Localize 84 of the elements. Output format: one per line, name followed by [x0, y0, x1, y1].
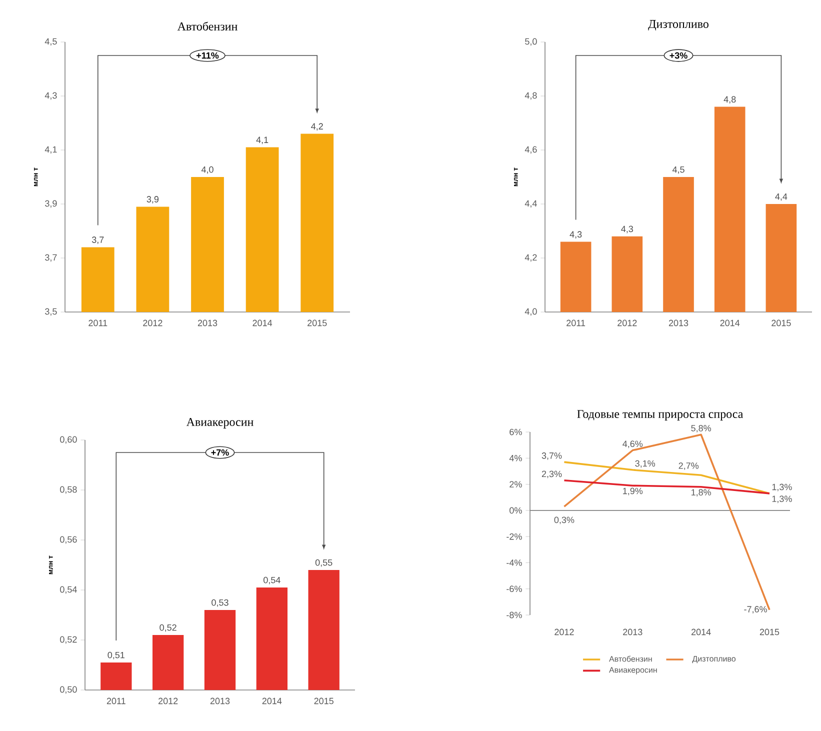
x-tick-label: 2013 — [668, 320, 688, 326]
data-label: 3,1% — [635, 460, 656, 468]
x-tick-label: 2015 — [308, 320, 327, 326]
y-tick-label: 6% — [510, 428, 522, 436]
data-label: 1,3% — [772, 496, 792, 504]
line-series — [563, 461, 770, 494]
x-tick-label: 2015 — [760, 628, 780, 636]
y-tick-label: 4,1 — [44, 146, 57, 154]
data-label: -7,6% — [744, 606, 767, 614]
chart-title: Автобензин — [177, 22, 238, 30]
chart-title: Авиакеросин — [186, 418, 254, 428]
y-tick-label: 4,8 — [524, 92, 537, 100]
data-label: 1,8% — [691, 489, 711, 497]
x-tick-label: 2015 — [772, 320, 791, 326]
y-tick-label: 0,52 — [60, 636, 77, 644]
x-tick-label: 2012 — [554, 628, 574, 636]
y-tick-label: 4,6 — [524, 146, 537, 154]
chart-title: Дизтопливо — [648, 20, 708, 30]
data-label: 1,3% — [772, 484, 792, 492]
y-tick-label: -2% — [506, 533, 522, 540]
x-tick-label: 2015 — [314, 698, 334, 704]
legend-label: Автобензин — [609, 656, 652, 662]
data-label: 3,9 — [146, 196, 159, 204]
data-label: 0,51 — [108, 652, 124, 660]
x-tick-label: 2014 — [252, 320, 272, 326]
y-tick-label: 0,58 — [60, 486, 77, 494]
y-tick-label: -6% — [506, 586, 522, 592]
data-label: 4,2 — [311, 123, 323, 131]
data-label: 4,6% — [622, 440, 643, 448]
y-tick-label: 2% — [510, 481, 522, 488]
x-tick-label: 2014 — [720, 320, 740, 326]
chart-title: Годовые темпы прироста спроса — [577, 410, 744, 420]
y-tick-label: 3,7 — [45, 254, 57, 262]
y-tick-label: 5,0 — [525, 38, 537, 46]
data-label: 0,52 — [160, 624, 176, 632]
data-label: 5,8% — [691, 424, 711, 432]
x-tick-label: 2014 — [692, 628, 711, 636]
data-label: 4,0 — [201, 166, 214, 174]
x-tick-label: 2012 — [618, 320, 637, 326]
x-tick-label: 2012 — [158, 698, 178, 704]
data-label: 1,9% — [623, 488, 643, 496]
x-tick-label: 2012 — [143, 320, 162, 326]
y-tick-label: 4,3 — [44, 92, 57, 100]
annotation: +11% — [196, 52, 219, 59]
annotation: +7% — [211, 449, 229, 456]
x-tick-label: 2013 — [210, 698, 230, 704]
data-label: 0,54 — [264, 576, 280, 584]
data-label: 3,7 — [92, 236, 104, 244]
data-label: 2,3% — [542, 470, 562, 478]
y-tick-label: 4,5 — [44, 38, 57, 46]
annotation: +3% — [670, 52, 688, 59]
data-label: 2,7% — [678, 462, 699, 470]
data-label: 3,7% — [542, 452, 562, 460]
y-tick-label: 0,56 — [60, 536, 77, 544]
y-tick-label: 4,0 — [524, 308, 537, 316]
x-tick-label: 2011 — [88, 320, 108, 326]
x-tick-label: 2011 — [566, 320, 586, 326]
x-tick-label: 2014 — [262, 698, 282, 704]
legend-label: Авиакеросин — [609, 667, 657, 674]
y-tick-label: 0,50 — [60, 686, 77, 694]
data-label: 0,55 — [315, 559, 332, 567]
y-tick-label: -4% — [506, 560, 522, 566]
x-tick-label: 2013 — [198, 320, 218, 326]
data-label: 0,3% — [554, 516, 574, 524]
x-tick-label: 2011 — [106, 698, 126, 704]
y-tick-label: 0% — [510, 507, 522, 514]
y-tick-label: 4% — [509, 455, 522, 462]
y-tick-label: 0,54 — [60, 586, 77, 594]
y-tick-label: 4,4 — [524, 200, 537, 208]
y-tick-label: 3,9 — [45, 200, 57, 208]
x-tick-label: 2013 — [623, 628, 642, 636]
data-label: 4,3 — [621, 226, 634, 234]
data-label: 4,8 — [724, 96, 736, 104]
data-label: 4,3 — [570, 231, 582, 239]
data-label: 4,4 — [775, 193, 788, 201]
data-label: 4,1 — [256, 136, 268, 144]
data-label: 4,5 — [672, 166, 684, 174]
y-tick-label: 3,5 — [45, 308, 57, 316]
data-label: 0,53 — [212, 599, 228, 607]
y-tick-label: -8% — [506, 612, 522, 618]
y-tick-label: 4,2 — [524, 254, 537, 262]
line-series — [563, 479, 770, 494]
legend-label: Дизтопливо — [692, 656, 736, 664]
y-tick-label: 0,60 — [60, 436, 77, 444]
